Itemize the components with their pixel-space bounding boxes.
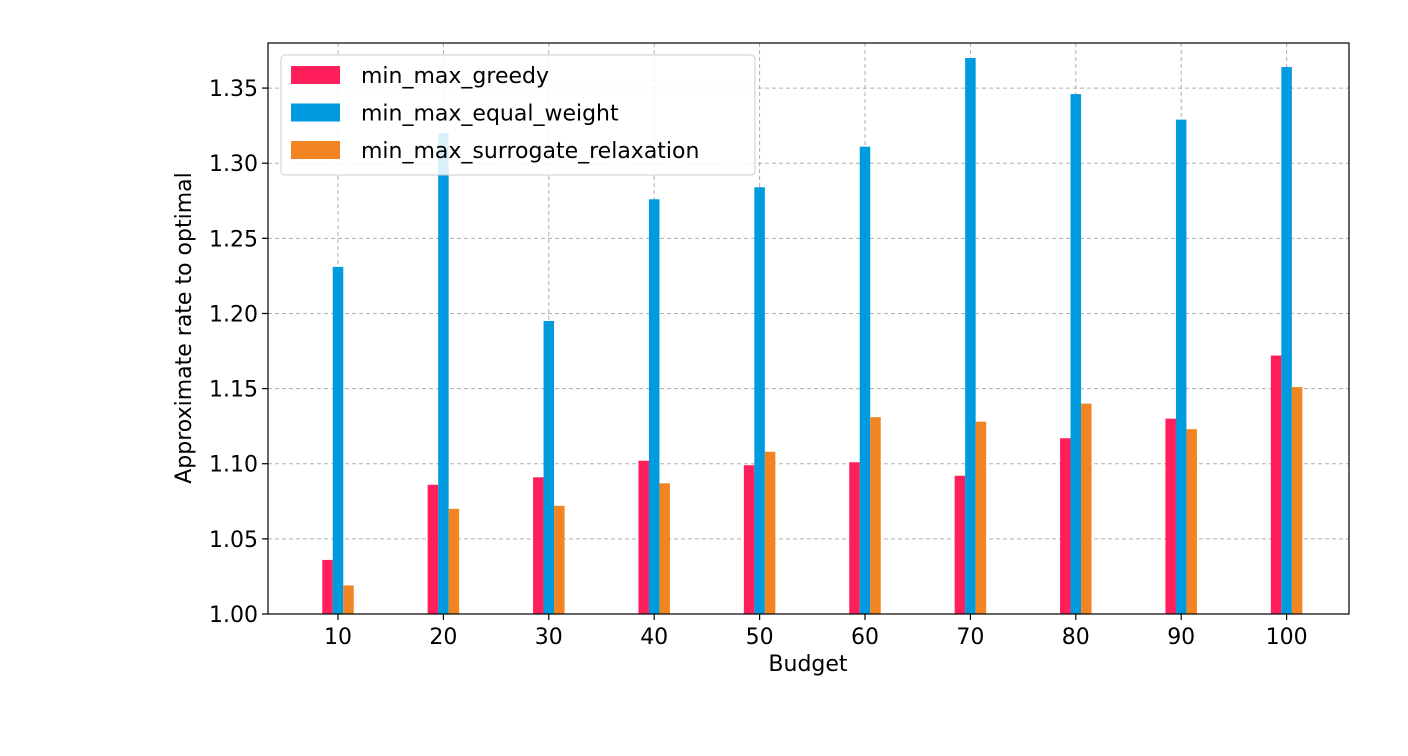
x-tick-label: 20 [429,625,457,650]
bar-min-max-surrogate-relaxation [659,483,670,614]
bar-min-max-surrogate-relaxation [1291,387,1303,614]
y-tick-label: 1.20 [209,302,258,327]
bar-min-max-equal-weight [1281,67,1292,614]
x-tick-label: 10 [324,625,352,650]
legend-label: min_max_equal_weight [361,102,619,127]
y-tick-label: 1.15 [209,378,258,403]
bars [322,58,1303,615]
bar-min-max-surrogate-relaxation [870,417,881,614]
bar-min-max-equal-weight [859,146,871,614]
bar-min-max-surrogate-relaxation [343,585,354,614]
bar-min-max-greedy [427,484,439,614]
legend-label: min_max_surrogate_relaxation [361,139,699,164]
bar-min-max-surrogate-relaxation [448,508,460,614]
y-axis-ticks: 1.00 1.05 1.10 1.15 1.20 1.25 1.30 1.35 [209,77,268,628]
y-axis-title: Approximate rate to optimal [172,172,197,483]
bar-min-max-greedy [533,477,544,614]
bar-min-max-greedy [1060,438,1071,614]
x-tick-label: 80 [1062,625,1090,650]
plot-frame [267,42,1350,615]
bar-min-max-equal-weight [1175,119,1187,614]
bar-min-max-greedy [322,559,333,614]
bar-min-max-equal-weight [648,199,660,614]
y-tick-label: 1.35 [209,77,258,102]
x-tick-label: 100 [1266,625,1308,650]
y-tick-label: 1.10 [209,453,258,478]
bar-min-max-equal-weight [438,133,449,614]
legend: min_max_greedy min_max_equal_weight min_ma… [280,54,756,176]
legend-swatch [291,66,340,84]
bar-min-max-equal-weight [543,320,555,614]
legend-label: min_max_greedy [361,64,549,89]
bar-min-max-surrogate-relaxation [554,505,565,614]
x-axis-title: Budget [768,652,848,677]
bar-min-max-surrogate-relaxation [1186,429,1197,614]
bar-min-max-surrogate-relaxation [1081,403,1092,614]
x-tick-label: 30 [535,625,563,650]
bar-min-max-surrogate-relaxation [975,421,987,614]
bar-min-max-greedy [1165,418,1176,614]
bar-min-max-equal-weight [332,266,344,614]
bar-min-max-equal-weight [965,58,976,615]
x-tick-label: 60 [851,625,879,650]
x-tick-label: 50 [746,625,774,650]
x-tick-label: 40 [640,625,668,650]
bar-min-max-greedy [638,460,649,614]
y-tick-label: 1.05 [209,528,258,553]
legend-box [280,54,756,176]
bar-min-max-greedy [954,475,966,614]
y-tick-label: 1.25 [209,227,258,252]
x-tick-label: 70 [956,625,984,650]
bar-min-max-equal-weight [1070,94,1082,614]
bar-min-max-equal-weight [754,187,765,614]
y-tick-label: 1.00 [209,603,258,628]
x-tick-label: 90 [1167,625,1195,650]
legend-swatch [291,103,340,122]
bar-min-max-surrogate-relaxation [764,451,776,614]
y-tick-label: 1.30 [209,152,258,177]
bar-min-max-greedy [743,465,755,614]
bar-min-max-greedy [849,462,860,614]
bar-min-max-greedy [1270,355,1282,614]
x-axis-ticks: 10 20 30 40 50 60 70 80 90 100 [324,614,1308,650]
legend-swatch [291,141,340,159]
